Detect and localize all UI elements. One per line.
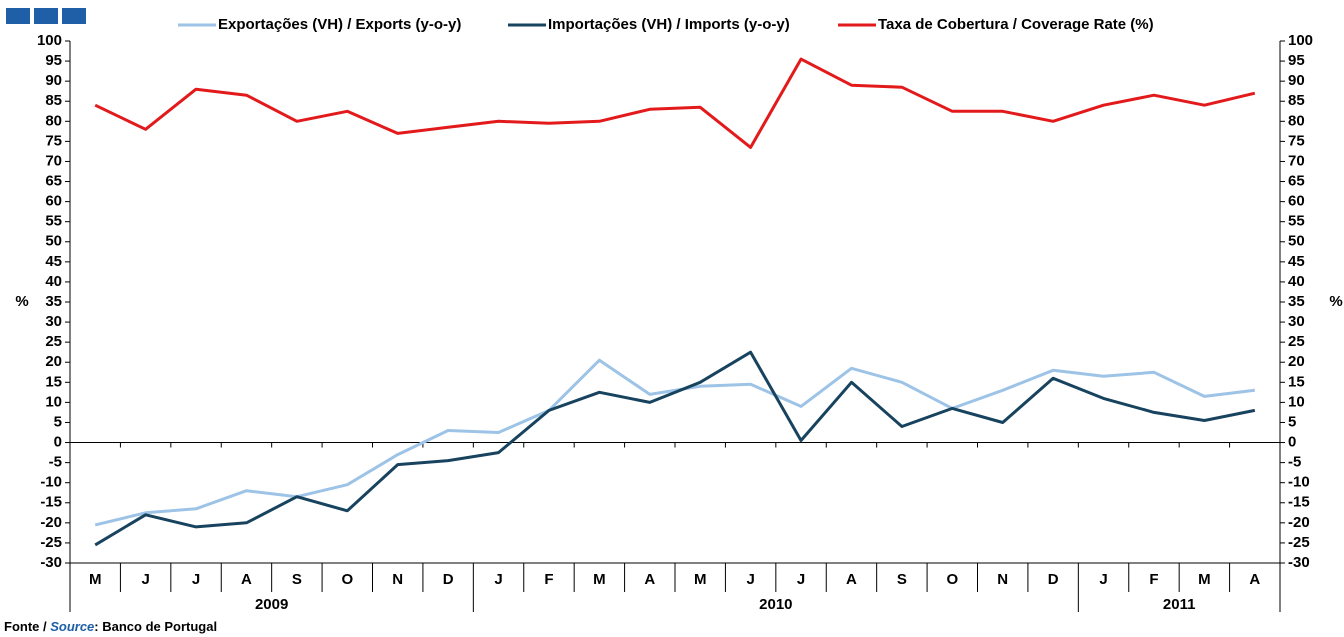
logo-square: [6, 8, 30, 24]
x-tick-label: J: [746, 571, 754, 588]
y2-tick-label: 15: [1288, 373, 1305, 390]
y-tick-label: 70: [45, 152, 62, 169]
y2-tick-label: 25: [1288, 333, 1305, 350]
y-tick-label: 90: [45, 72, 62, 89]
x-tick-label: S: [292, 571, 302, 588]
y-tick-label: 30: [45, 313, 62, 330]
x-tick-label: N: [392, 571, 403, 588]
y-tick-label: 75: [45, 132, 62, 149]
x-tick-label: J: [141, 571, 149, 588]
y2-tick-label: 80: [1288, 112, 1305, 129]
x-tick-label: S: [897, 571, 907, 588]
y-tick-label: -25: [40, 534, 62, 551]
y2-tick-label: 90: [1288, 72, 1305, 89]
y2-tick-label: 40: [1288, 273, 1305, 290]
y-axis-label: %: [15, 293, 28, 310]
x-tick-label: A: [644, 571, 655, 588]
y2-tick-label: 0: [1288, 434, 1296, 451]
y-tick-label: 50: [45, 233, 62, 250]
y2-tick-label: -5: [1288, 454, 1301, 471]
x-tick-label: F: [1149, 571, 1158, 588]
y2-tick-label: -30: [1288, 554, 1310, 571]
y-tick-label: 60: [45, 193, 62, 210]
x-tick-label: J: [192, 571, 200, 588]
y2-tick-label: 30: [1288, 313, 1305, 330]
y2-tick-label: 45: [1288, 253, 1305, 270]
y2-tick-label: 50: [1288, 233, 1305, 250]
y2-tick-label: 100: [1288, 32, 1313, 49]
y2-tick-label: 70: [1288, 152, 1305, 169]
y-tick-label: -30: [40, 554, 62, 571]
x-tick-label: J: [1099, 571, 1107, 588]
x-tick-label: O: [341, 571, 353, 588]
y2-tick-label: 60: [1288, 193, 1305, 210]
logo-square: [34, 8, 58, 24]
source-text: : Banco de Portugal: [94, 619, 217, 634]
y2-tick-label: 75: [1288, 132, 1305, 149]
y2-tick-label: -25: [1288, 534, 1310, 551]
y-tick-label: 5: [54, 413, 62, 430]
y-tick-label: 55: [45, 213, 62, 230]
series-line: [94, 350, 1256, 547]
x-tick-label: D: [1048, 571, 1059, 588]
y2-tick-label: 65: [1288, 173, 1305, 190]
x-tick-label: O: [946, 571, 958, 588]
group-label: 2011: [1163, 596, 1196, 613]
x-tick-label: A: [846, 571, 857, 588]
y2-tick-label: 35: [1288, 293, 1305, 310]
x-tick-label: D: [443, 571, 454, 588]
y-tick-label: 35: [45, 293, 62, 310]
y-tick-label: 40: [45, 273, 62, 290]
group-label: 2010: [759, 596, 792, 613]
y2-tick-label: -10: [1288, 474, 1310, 491]
x-tick-label: M: [593, 571, 606, 588]
y2-tick-label: 85: [1288, 92, 1305, 109]
x-tick-label: M: [89, 571, 102, 588]
group-label: 2009: [255, 596, 288, 613]
y-tick-label: -5: [49, 454, 62, 471]
legend-label: Taxa de Cobertura / Coverage Rate (%): [878, 16, 1154, 33]
y-tick-label: 95: [45, 52, 62, 69]
y2-tick-label: 10: [1288, 393, 1305, 410]
x-tick-label: A: [1249, 571, 1260, 588]
y-tick-label: 45: [45, 253, 62, 270]
y-tick-label: -20: [40, 514, 62, 531]
x-tick-label: N: [997, 571, 1008, 588]
source-prefix: Fonte /: [4, 619, 50, 634]
y2-tick-label: 95: [1288, 52, 1305, 69]
y-tick-label: 85: [45, 92, 62, 109]
x-tick-label: M: [694, 571, 707, 588]
y2-tick-label: 55: [1288, 213, 1305, 230]
legend-label: Importações (VH) / Imports (y-o-y): [548, 16, 790, 33]
y-tick-label: 10: [45, 393, 62, 410]
y2-tick-label: 5: [1288, 413, 1296, 430]
y2-tick-label: -15: [1288, 494, 1310, 511]
x-tick-label: M: [1198, 571, 1211, 588]
y-tick-label: 65: [45, 173, 62, 190]
logo-square: [62, 8, 86, 24]
series-line: [94, 358, 1255, 527]
x-tick-label: A: [241, 571, 252, 588]
series-line: [94, 57, 1256, 149]
y-tick-label: 25: [45, 333, 62, 350]
y-tick-label: 15: [45, 373, 62, 390]
y-tick-label: -10: [40, 474, 62, 491]
x-tick-label: J: [494, 571, 502, 588]
y-tick-label: 0: [54, 434, 62, 451]
source-word: Source: [50, 619, 94, 634]
y-tick-label: 100: [37, 32, 62, 49]
legend-label: Exportações (VH) / Exports (y-o-y): [218, 16, 461, 33]
x-tick-label: J: [797, 571, 805, 588]
y2-axis-label: %: [1329, 293, 1342, 310]
y-tick-label: 20: [45, 353, 62, 370]
y-tick-label: 80: [45, 112, 62, 129]
y2-tick-label: -20: [1288, 514, 1310, 531]
x-tick-label: F: [544, 571, 553, 588]
y-tick-label: -15: [40, 494, 62, 511]
y2-tick-label: 20: [1288, 353, 1305, 370]
source: Fonte / Source: Banco de Portugal: [4, 619, 217, 634]
